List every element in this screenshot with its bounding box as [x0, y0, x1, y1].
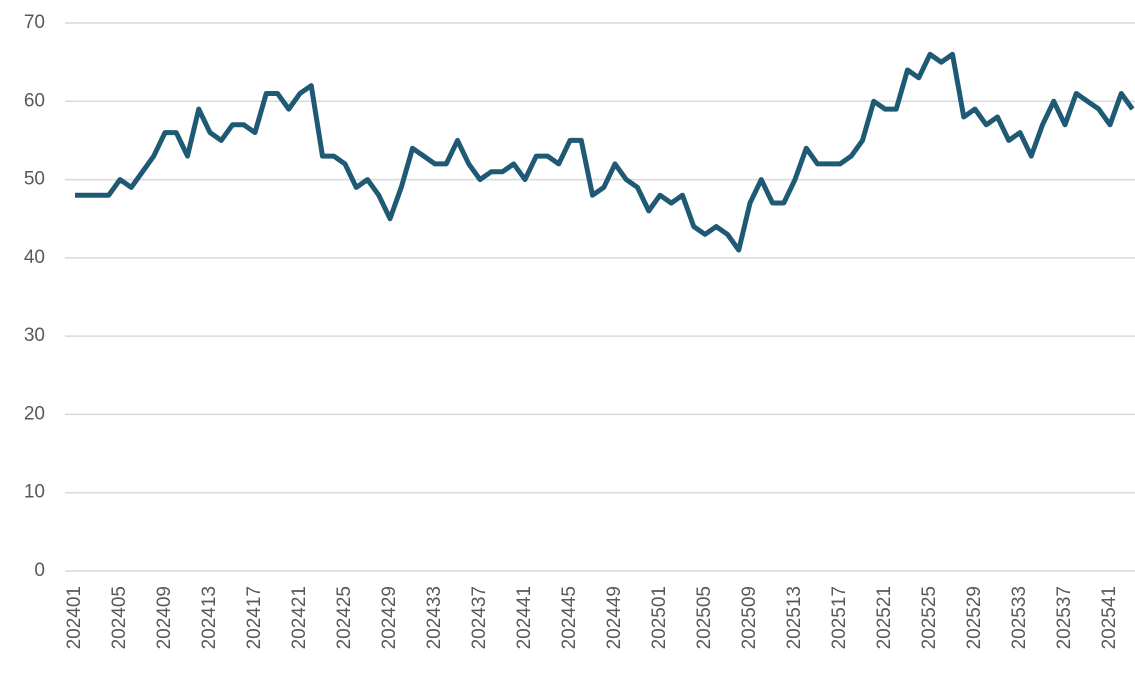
x-tick-label: 202513	[784, 586, 805, 649]
y-tick-label: 20	[24, 403, 45, 424]
x-tick-label: 202405	[109, 586, 130, 649]
x-tick-label: 202525	[919, 586, 940, 649]
x-tick-label: 202517	[829, 586, 850, 649]
y-tick-label: 40	[24, 247, 45, 268]
x-tick-label: 202433	[424, 586, 445, 649]
x-tick-label: 202537	[1054, 586, 1075, 649]
data-line	[75, 51, 1135, 253]
x-tick-label: 202437	[469, 586, 490, 649]
x-tick-label: 202541	[1099, 586, 1120, 649]
y-tick-label: 30	[24, 325, 45, 346]
x-tick-label: 202509	[739, 586, 760, 649]
x-tick-label: 202401	[64, 586, 85, 649]
y-tick-label: 0	[34, 560, 45, 581]
y-tick-label: 10	[24, 482, 45, 503]
x-tick-label: 202521	[874, 586, 895, 649]
y-tick-label: 70	[24, 12, 45, 33]
x-tick-label: 202533	[1009, 586, 1030, 649]
x-tick-label: 202417	[244, 586, 265, 649]
x-tick-label: 202529	[964, 586, 985, 649]
y-tick-label: 50	[24, 169, 45, 190]
x-tick-label: 202501	[649, 586, 670, 649]
x-tick-label: 202421	[289, 586, 310, 649]
x-tick-label: 202429	[379, 586, 400, 649]
x-tick-label: 202449	[604, 586, 625, 649]
x-tick-label: 202441	[514, 586, 535, 649]
x-tick-label: 202505	[694, 586, 715, 649]
x-tick-label: 202413	[199, 586, 220, 649]
x-tick-label: 202409	[154, 586, 175, 649]
x-tick-label: 202425	[334, 586, 355, 649]
x-tick-label: 202445	[559, 586, 580, 649]
y-tick-label: 60	[24, 90, 45, 111]
